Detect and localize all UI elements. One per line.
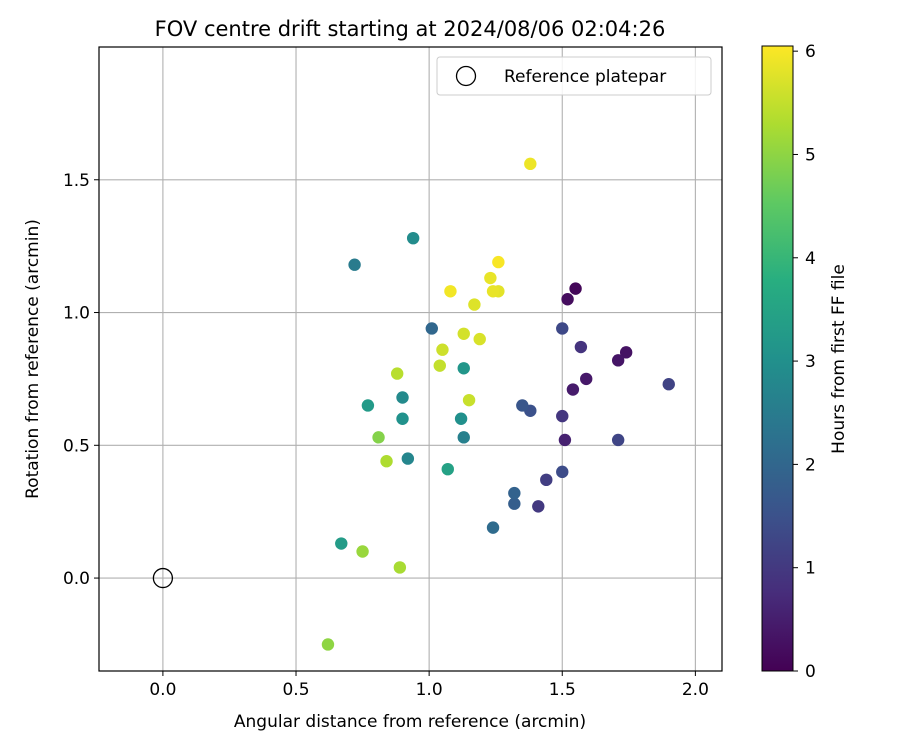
colorbar-tick-label: 1: [805, 559, 816, 579]
y-tick-label: 1.0: [63, 304, 90, 324]
data-point: [492, 255, 505, 269]
y-tick-label: 1.5: [63, 171, 90, 191]
data-point: [444, 285, 457, 298]
x-axis-ticks: 0.0 0.5 1.0 1.5 2.0: [149, 671, 709, 700]
data-point: [454, 412, 468, 425]
data-point: [540, 473, 553, 487]
data-point: [361, 399, 375, 412]
reference-platepar-point: [152, 567, 174, 589]
data-point: [574, 340, 588, 354]
data-point: [569, 282, 582, 295]
data-point: [401, 452, 415, 465]
data-point: [380, 455, 393, 468]
y-axis-label: Rotation from reference (arcmin): [23, 219, 43, 499]
data-point: [406, 231, 420, 245]
data-point: [508, 497, 521, 510]
data-point: [556, 322, 569, 335]
colorbar-tick-label: 4: [805, 249, 816, 269]
y-axis-ticks: 0.0 0.5 1.0 1.5: [63, 171, 99, 589]
data-point: [566, 383, 580, 396]
data-point: [558, 433, 572, 447]
data-point: [468, 298, 481, 311]
colorbar-tick-label: 0: [805, 662, 816, 682]
data-point: [457, 362, 470, 375]
colorbar: 0 1 2 3 4 5 6 Hours from first FF file: [761, 42, 849, 682]
colorbar-tick-label: 6: [805, 42, 816, 62]
legend-label: Reference platepar: [504, 67, 666, 87]
legend: Reference platepar: [436, 56, 712, 96]
data-point: [441, 462, 454, 476]
colorbar-ticks: 0 1 2 3 4 5 6: [793, 42, 816, 682]
y-tick-label: 0.0: [63, 569, 90, 589]
chart-title: FOV centre drift starting at 2024/08/06 …: [155, 17, 666, 41]
data-point: [508, 486, 521, 500]
data-point: [425, 322, 438, 335]
x-axis-label: Angular distance from reference (arcmin): [234, 712, 586, 732]
data-point: [556, 409, 569, 423]
data-point: [321, 638, 335, 651]
data-point: [473, 332, 486, 346]
x-tick-label: 0.0: [149, 680, 176, 700]
data-points: [321, 157, 675, 651]
data-point: [484, 271, 497, 285]
data-point: [390, 367, 404, 380]
data-point: [348, 258, 361, 271]
data-point: [486, 285, 500, 298]
x-tick-label: 1.5: [549, 680, 576, 700]
data-point: [396, 412, 409, 425]
legend-marker-icon: [455, 65, 477, 87]
colorbar-tick-label: 3: [805, 352, 816, 372]
data-point: [524, 157, 537, 171]
plot-frame: [98, 46, 723, 672]
x-tick-label: 1.0: [416, 680, 443, 700]
data-point: [486, 521, 500, 534]
data-point: [619, 346, 633, 359]
data-point: [611, 433, 625, 447]
legend-box: [436, 56, 712, 96]
data-point: [457, 327, 470, 340]
colorbar-tick-label: 5: [805, 145, 816, 165]
colorbar-tick-label: 2: [805, 455, 816, 475]
reference-marker: [152, 567, 174, 589]
data-point: [396, 391, 409, 404]
data-point: [356, 545, 369, 558]
data-point: [457, 431, 470, 444]
data-point: [580, 372, 593, 386]
colorbar-gradient: [761, 45, 794, 672]
data-point: [516, 399, 529, 412]
data-point: [335, 537, 348, 550]
x-tick-label: 2.0: [682, 680, 709, 700]
grid-lines: [99, 47, 722, 671]
x-tick-label: 0.5: [282, 680, 309, 700]
data-point: [662, 378, 675, 391]
data-point: [532, 500, 545, 513]
data-point: [561, 293, 574, 306]
data-point: [372, 431, 385, 444]
data-point: [462, 393, 476, 407]
data-point: [393, 561, 407, 574]
data-point: [433, 359, 446, 372]
data-point: [556, 465, 569, 479]
data-point: [611, 354, 625, 367]
y-tick-label: 0.5: [63, 436, 90, 456]
colorbar-label: Hours from first FF file: [829, 264, 849, 454]
data-point: [436, 343, 449, 356]
